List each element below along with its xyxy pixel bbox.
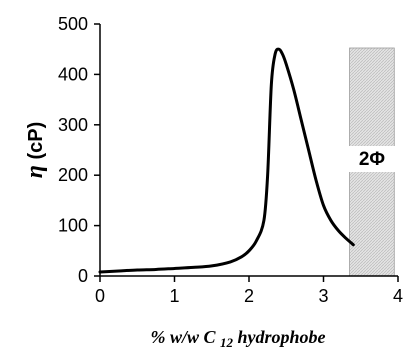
two-phase-label: 2Φ	[359, 149, 386, 170]
two-phase-label-background	[347, 146, 397, 172]
y-tick-label: 0	[78, 266, 88, 286]
x-tick-label: 1	[169, 286, 179, 306]
x-tick-label: 4	[393, 286, 403, 306]
x-axis-label-subscript: 12	[220, 335, 234, 350]
x-axis-label-suffix: hydrophobe	[233, 327, 326, 347]
y-tick-label: 300	[58, 115, 88, 135]
y-axis-label-symbol: η	[22, 165, 48, 178]
y-tick-label: 500	[58, 14, 88, 34]
y-tick-label: 400	[58, 64, 88, 84]
y-axis-label-unit: (cP)	[25, 122, 47, 165]
x-tick-label: 2	[244, 286, 254, 306]
x-tick-label: 0	[95, 286, 105, 306]
y-tick-label: 100	[58, 216, 88, 236]
y-tick-label: 200	[58, 165, 88, 185]
x-axis-label-prefix: % w/w C	[150, 327, 220, 347]
viscosity-series-line	[98, 47, 355, 274]
ticks-group: 0 100 200 300 400 500 0 1 2 3 4	[58, 14, 403, 306]
x-tick-label: 3	[318, 286, 328, 306]
x-axis-label: % w/w C 12 hydrophobe	[150, 327, 325, 350]
y-axis-label: η (cP)	[22, 122, 48, 179]
